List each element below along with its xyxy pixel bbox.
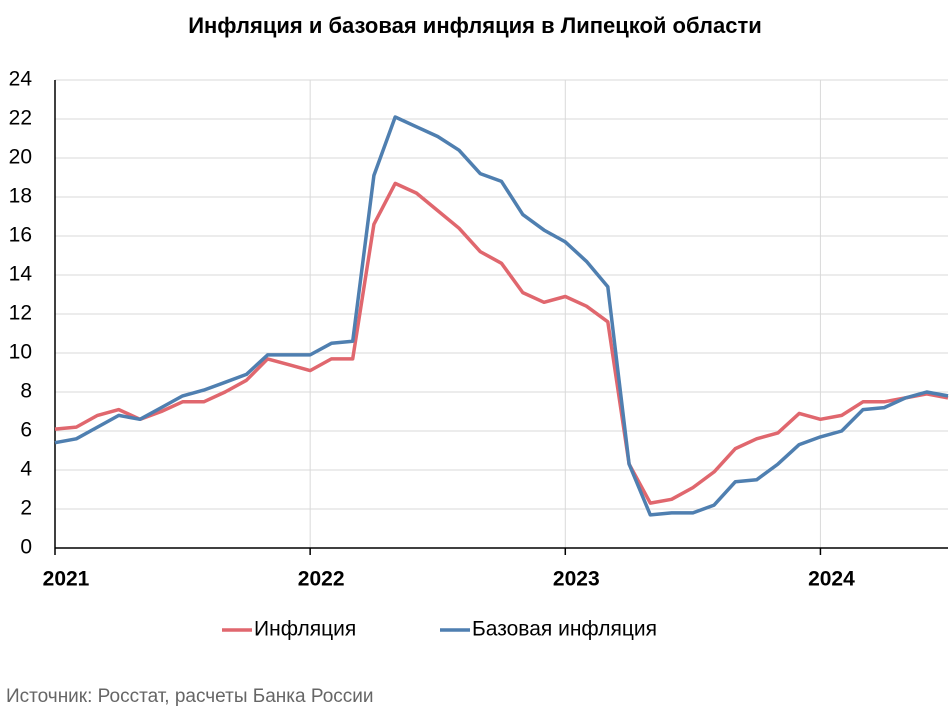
data-line (54, 115, 949, 517)
y-tick-label: 16 (9, 224, 32, 247)
y-tick-label: 24 (9, 68, 33, 91)
x-tick-label: 2024 (808, 568, 855, 591)
y-tick-label: 18 (9, 185, 32, 208)
y-tick-label: 20 (9, 146, 32, 169)
x-tick-label: 2022 (298, 568, 345, 591)
data-line (54, 181, 949, 505)
y-tick-label: 4 (20, 458, 32, 481)
x-tick-label: 2023 (553, 568, 600, 591)
x-tick-label: 2021 (43, 568, 90, 591)
legend-label: Базовая инфляция (472, 618, 657, 641)
y-tick-label: 6 (20, 419, 32, 442)
y-tick-label: 12 (9, 302, 32, 325)
chart-title: Инфляция и базовая инфляция в Липецкой о… (188, 13, 762, 38)
y-tick-label: 14 (9, 263, 33, 286)
source-note: Источник: Росстат, расчеты Банка России (6, 686, 374, 707)
legend-label: Инфляция (254, 618, 356, 641)
y-tick-label: 10 (9, 341, 32, 364)
y-tick-label: 22 (9, 107, 32, 130)
y-tick-label: 8 (20, 380, 32, 403)
y-tick-label: 2 (20, 497, 32, 520)
y-tick-label: 0 (20, 536, 32, 559)
